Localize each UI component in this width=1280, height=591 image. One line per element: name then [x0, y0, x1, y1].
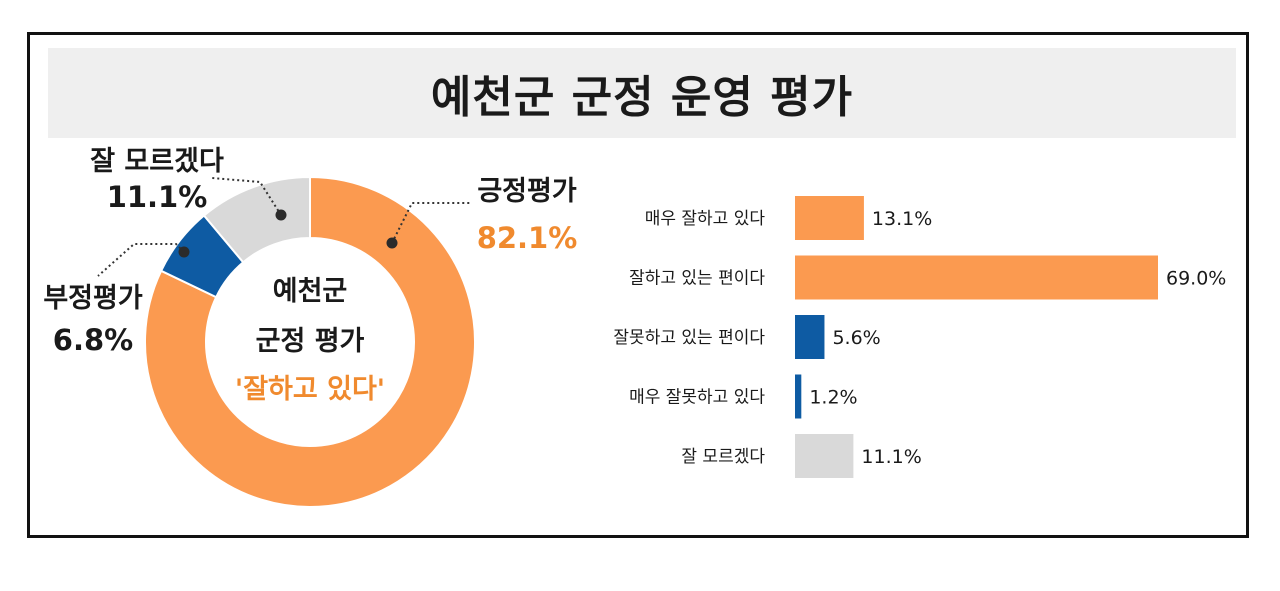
bar-value-label-5: 11.1%	[861, 446, 921, 468]
donut-slice-label-1: 긍정평가	[477, 176, 577, 207]
bar-value-label-4: 1.2%	[809, 387, 857, 409]
chart-title: 예천군 군정 운영 평가	[430, 72, 854, 123]
bar-5	[795, 434, 854, 478]
donut-center-line2: 군정 평가	[256, 326, 365, 357]
bar-value-label-3: 5.6%	[832, 327, 880, 349]
donut-slice-value-3: 11.1%	[107, 180, 208, 214]
leader-dot-2	[178, 246, 190, 258]
bar-value-label-2: 69.0%	[1166, 268, 1226, 290]
bar-category-label-5: 잘 모르겠다	[681, 447, 765, 467]
donut-chart	[144, 175, 476, 508]
donut-slice-1	[144, 175, 476, 508]
leader-dot-1	[386, 237, 398, 249]
bar-category-label-4: 매우 잘못하고 있다	[629, 388, 765, 408]
leader-line-3	[211, 177, 282, 216]
bar-category-label-1: 매우 잘하고 있다	[645, 209, 766, 229]
bar-value-label-1: 13.1%	[872, 208, 932, 230]
donut-center-line3: '잘하고 있다'	[235, 374, 385, 405]
title-bar: 예천군 군정 운영 평가	[48, 48, 1236, 138]
leader-line-2	[97, 243, 185, 277]
donut-slice-value-1: 82.1%	[477, 221, 578, 255]
bar-4	[795, 374, 802, 419]
bar-category-label-2: 잘하고 있는 편이다	[629, 269, 765, 289]
bar-2	[795, 255, 1158, 300]
donut-slice-label-3: 잘 모르겠다	[90, 146, 224, 177]
donut-slice-value-2: 6.8%	[53, 323, 133, 357]
donut-slice-3	[202, 175, 311, 264]
bar-3	[795, 315, 825, 359]
bar-category-label-3: 잘못하고 있는 편이다	[613, 328, 765, 348]
bar-1	[795, 196, 864, 240]
donut-center-line1: 예천군	[273, 276, 348, 307]
leader-dot-3	[275, 209, 287, 221]
donut-slice-label-2: 부정평가	[43, 283, 143, 314]
bar-chart: 매우 잘하고 있다 13.1% 잘하고 있는 편이다 69.0% 잘못하고 있는 편이다…	[613, 196, 1226, 478]
donut-leader-lines	[97, 177, 470, 277]
